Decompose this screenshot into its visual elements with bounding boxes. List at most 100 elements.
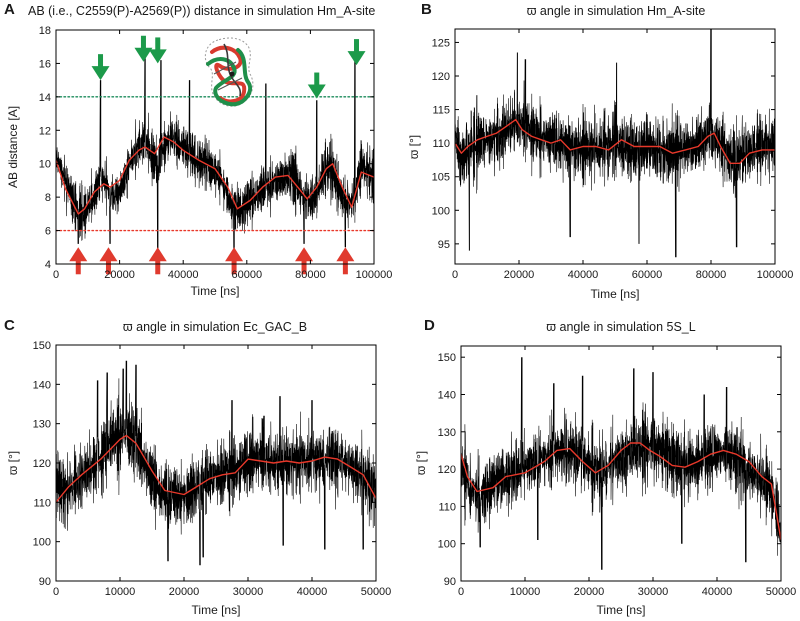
green-arrow-down-1	[91, 54, 110, 81]
panel-c-y-tick-label: 110	[33, 497, 51, 509]
panel-a-y-axis-title: AB distance [A]	[6, 106, 20, 188]
green-arrow-down-2	[134, 35, 153, 62]
panel-b-y-tick-label: 115	[432, 105, 450, 117]
panel-a-series-raw-trace	[56, 56, 374, 256]
panel-b-x-tick-label: 0	[452, 269, 458, 281]
panel-c-y-tick-label: 90	[39, 576, 51, 588]
panel-c-x-tick-label: 40000	[297, 586, 328, 598]
panel-a-frame	[55, 29, 375, 265]
green-arrow-down-5	[347, 39, 366, 66]
panel-b-y-tick-label: 95	[438, 239, 450, 251]
panel-c-y-axis-title: ϖ [°]	[6, 451, 20, 475]
panel-a-x-tick-label: 40000	[168, 269, 199, 281]
panel-c-y-tick-label: 100	[33, 537, 51, 549]
panel-a-x-tick-label: 60000	[232, 269, 263, 281]
panel-d-axes: 0 10000 20000 30000 40000 50000 90 100 110 120 130…	[438, 346, 797, 598]
panel-d-x-tick-label: 20000	[574, 586, 605, 598]
panel-a: A AB (i.e., C2559(P)-A2569(P)) distance …	[4, 1, 392, 298]
panel-a-x-tick-label: 80000	[295, 269, 326, 281]
panel-d-y-tick-label: 90	[444, 576, 456, 588]
panel-a-title: AB (i.e., C2559(P)-A2569(P)) distance in…	[28, 4, 375, 18]
panel-a-x-tick-label: 0	[53, 269, 59, 281]
panel-a-y-tick-label: 8	[45, 192, 51, 204]
panel-c-series-running-average	[56, 434, 376, 503]
panel-a-y-tick-label: 16	[39, 58, 51, 70]
panel-a-plot-area	[56, 56, 374, 256]
panel-a-y-tick-label: 14	[39, 92, 51, 104]
green-arrow-down-3	[148, 37, 167, 64]
panel-c-y-tick-label: 150	[33, 340, 51, 352]
panel-letter-c: C	[4, 317, 15, 334]
panel-c-x-axis-title: Time [ns]	[192, 603, 241, 617]
panel-c-axes: 0 10000 20000 30000 40000 50000 90 100 110 120 130…	[33, 340, 392, 598]
panel-d-y-tick-label: 130	[438, 427, 456, 439]
panel-a-x-axis-title: Time [ns]	[191, 284, 240, 298]
red-arrow-up-1	[69, 247, 88, 275]
panel-d: D ϖ angle in simulation 5S_L 0 10000 20000…	[414, 317, 796, 617]
panel-b-x-tick-label: 20000	[504, 269, 535, 281]
panel-d-series-raw-trace	[461, 357, 781, 570]
panel-b-y-tick-label: 120	[432, 71, 450, 83]
panel-d-x-tick-label: 30000	[638, 586, 669, 598]
panel-letter-b: B	[421, 1, 432, 18]
panel-b-x-axis-title: Time [ns]	[591, 287, 640, 301]
panel-b-y-axis-title: ϖ [°]	[407, 135, 421, 159]
panel-a-y-tick-label: 6	[45, 226, 51, 238]
panel-b-x-tick-label: 60000	[632, 269, 663, 281]
panel-a-axes: 0 20000 40000 60000 80000 100000 4 6 8 10 12 14 16 18	[39, 25, 393, 281]
panel-c-series-raw-trace	[56, 360, 376, 566]
panel-b-x-tick-label: 80000	[696, 269, 727, 281]
panel-a-x-tick-label: 100000	[356, 269, 393, 281]
panel-d-y-tick-label: 120	[438, 464, 456, 476]
panel-b-y-tick-label: 125	[432, 37, 450, 49]
panel-d-x-tick-label: 50000	[766, 586, 797, 598]
panel-d-frame	[460, 345, 782, 582]
panel-d-y-tick-label: 150	[438, 352, 456, 364]
panel-a-y-tick-label: 10	[39, 159, 51, 171]
panel-b-plot-area	[455, 29, 775, 258]
panel-d-title: ϖ angle in simulation 5S_L	[546, 320, 695, 334]
panel-a-y-tick-label: 12	[39, 125, 51, 137]
panel-a-series-running-average	[56, 136, 374, 215]
panel-c-x-tick-label: 20000	[169, 586, 200, 598]
red-arrow-up-2	[99, 247, 118, 275]
panel-b-series-running-average	[455, 118, 775, 164]
panel-d-y-tick-label: 140	[438, 389, 456, 401]
panel-b-axes: 0 20000 40000 60000 80000 100000 95 100 105 110 11…	[432, 29, 794, 281]
panel-b-x-tick-label: 40000	[568, 269, 599, 281]
panel-d-plot-area	[461, 357, 781, 570]
green-arrow-down-4	[307, 72, 326, 99]
panel-b-title: ϖ angle in simulation Hm_A-site	[527, 4, 706, 18]
panel-c-x-tick-label: 0	[53, 586, 59, 598]
panel-a-annotations	[69, 35, 366, 275]
panel-b: B ϖ angle in simulation Hm_A-site 0 20000…	[407, 1, 793, 301]
panel-c-y-tick-label: 140	[33, 379, 51, 391]
panel-letter-a: A	[4, 1, 15, 18]
panel-d-y-tick-label: 110	[438, 501, 456, 513]
panel-b-y-tick-label: 100	[432, 205, 450, 217]
panel-b-frame	[454, 28, 776, 265]
panel-a-y-tick-label: 4	[45, 259, 51, 271]
red-arrow-up-4	[225, 247, 244, 275]
panel-d-x-tick-label: 0	[458, 586, 464, 598]
panel-c-x-tick-label: 30000	[233, 586, 264, 598]
panel-d-x-tick-label: 40000	[702, 586, 733, 598]
panel-c-x-tick-label: 50000	[361, 586, 392, 598]
panel-c-y-tick-label: 120	[33, 458, 51, 470]
panel-d-series-running-average	[461, 442, 781, 541]
panel-d-x-tick-label: 10000	[510, 586, 541, 598]
panel-letter-d: D	[424, 317, 435, 334]
panel-c-title: ϖ angle in simulation Ec_GAC_B	[123, 320, 307, 334]
panel-b-y-tick-label: 110	[432, 138, 450, 150]
red-arrow-up-6	[336, 247, 355, 275]
panel-c-y-tick-label: 130	[33, 419, 51, 431]
panel-b-series-raw-trace	[455, 29, 775, 258]
panel-c-x-tick-label: 10000	[105, 586, 136, 598]
panel-a-y-tick-label: 18	[39, 25, 51, 37]
panel-d-y-axis-title: ϖ [°]	[414, 451, 428, 475]
panel-b-x-tick-label: 100000	[757, 269, 794, 281]
red-arrow-up-5	[295, 247, 314, 275]
panel-d-x-axis-title: Time [ns]	[597, 603, 646, 617]
panel-b-y-tick-label: 105	[432, 172, 450, 184]
